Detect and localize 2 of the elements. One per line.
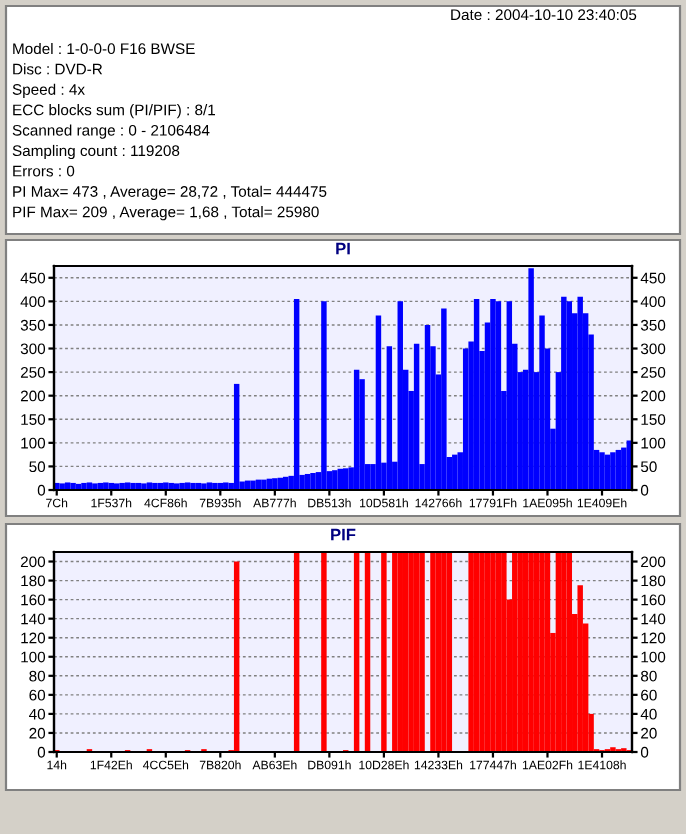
- chart-title: PIF: [331, 528, 356, 541]
- chart-title: PI: [336, 242, 350, 255]
